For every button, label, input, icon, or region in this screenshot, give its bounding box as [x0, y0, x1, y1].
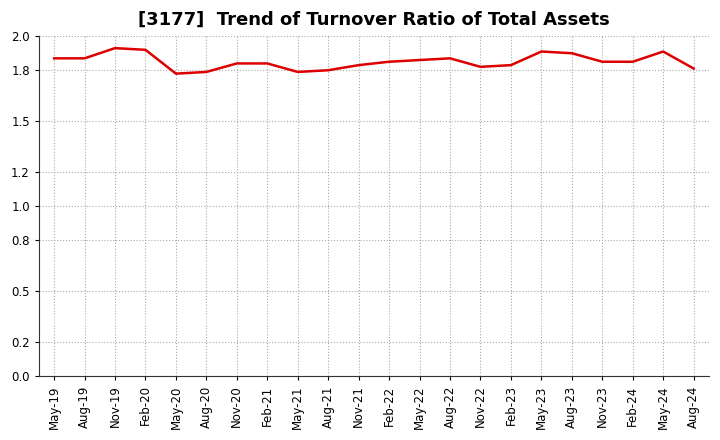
- Title: [3177]  Trend of Turnover Ratio of Total Assets: [3177] Trend of Turnover Ratio of Total …: [138, 11, 610, 29]
